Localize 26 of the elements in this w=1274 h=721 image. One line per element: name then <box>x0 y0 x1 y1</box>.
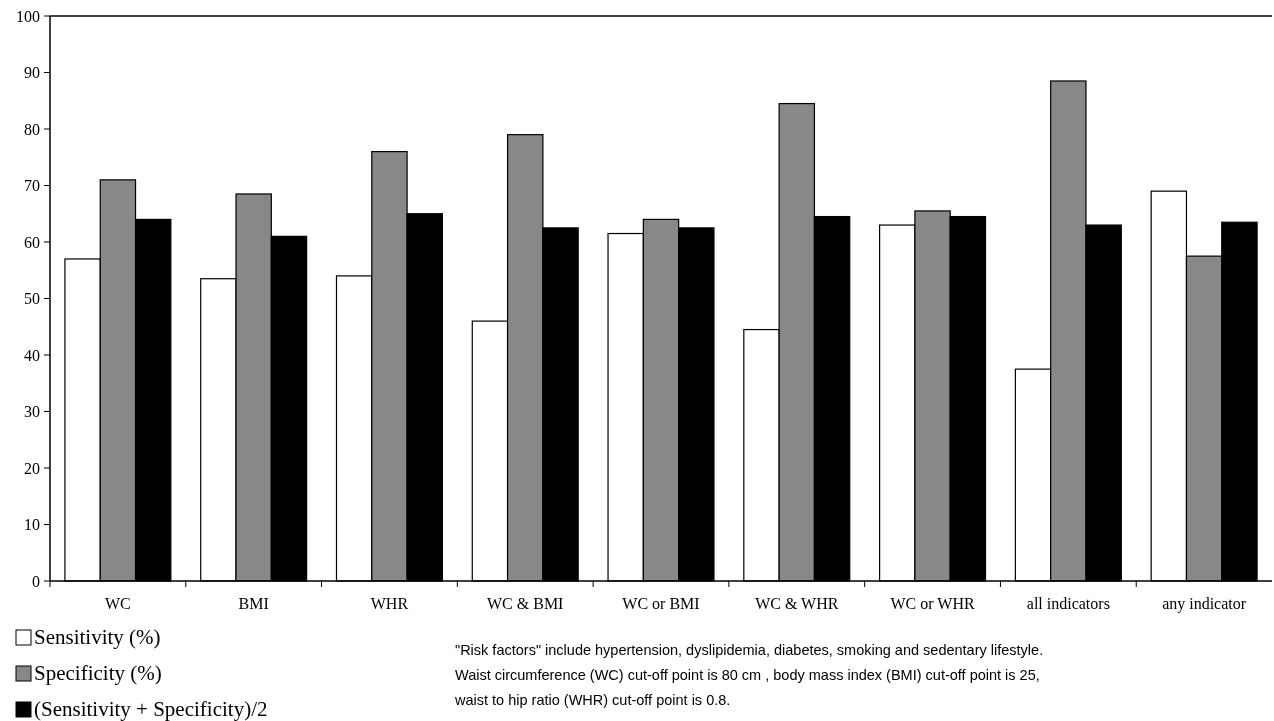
x-tick-label: WHR <box>370 595 409 612</box>
text: "Risk factors" include hypertension, dyslipidemia, diabetes, smoking and sedentary lifestyle. <box>455 642 1044 658</box>
y-tick-label: 70 <box>24 177 40 195</box>
y-tick-label: 30 <box>24 403 40 421</box>
y-tick-label: 90 <box>24 64 40 82</box>
text: Waist circumference (WC) cut-off point is 80 cm , body mass index (BMI) cut-off point is 25, <box>455 667 1040 683</box>
text: waist to hip ratio (WHR) cut-off point is 0.8. <box>454 692 731 708</box>
legend-label: Sensitivity (%) <box>34 625 161 649</box>
y-tick-label: 60 <box>24 233 40 251</box>
legend-label: Specificity (%) <box>34 661 162 685</box>
x-tick-label: BMI <box>238 595 269 612</box>
y-tick-label: 100 <box>16 7 40 25</box>
y-tick-label: 10 <box>24 516 40 534</box>
y-tick-label: 40 <box>24 346 40 364</box>
x-tick-label: WC or WHR <box>890 595 975 612</box>
legend-label: (Sensitivity + Specificity)/2 <box>34 697 268 721</box>
x-tick-label: WC <box>105 595 131 612</box>
y-tick-label: 0 <box>32 572 40 590</box>
y-tick-label: 20 <box>24 459 40 477</box>
x-tick-label: any indicator <box>1162 595 1247 613</box>
y-tick-label: 80 <box>24 120 40 138</box>
y-tick-label: 50 <box>24 290 40 308</box>
x-tick-label: WC or BMI <box>622 595 700 612</box>
x-tick-label: WC & WHR <box>755 595 839 612</box>
x-tick-label: all indicators <box>1026 595 1110 612</box>
x-tick-label: WC & BMI <box>487 595 564 612</box>
